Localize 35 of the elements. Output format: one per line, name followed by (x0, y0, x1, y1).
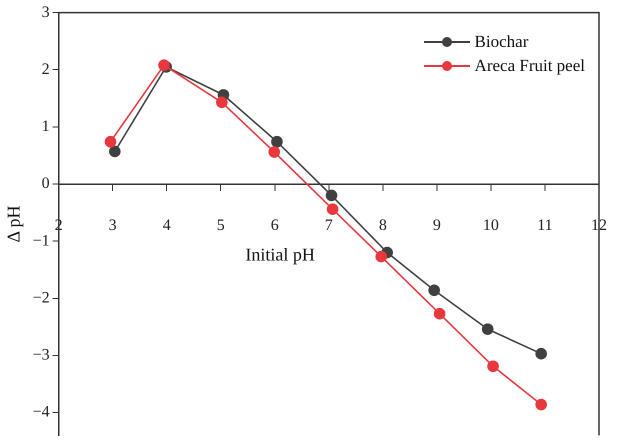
x-tick-label: 9 (432, 216, 441, 234)
x-tick-label: 5 (216, 216, 225, 234)
point (375, 250, 388, 262)
point (535, 348, 547, 360)
x-tick-label: 7 (324, 216, 333, 234)
y-tick-label: −4 (32, 404, 50, 421)
y-tick-label: 0 (42, 175, 50, 192)
point (326, 190, 338, 202)
x-tick-label: 8 (378, 216, 387, 234)
legend-label: Biochar (474, 32, 528, 52)
y-axis-title: Δ pH (4, 205, 24, 243)
point (268, 146, 280, 158)
x-tick-label: 11 (537, 216, 553, 234)
point (535, 398, 547, 410)
x-tick-label: 6 (270, 216, 279, 234)
point (434, 308, 446, 320)
x-tick-label: 4 (162, 216, 171, 234)
point (216, 96, 228, 108)
point (428, 284, 440, 296)
y-tick-label: 1 (42, 118, 50, 136)
legend-label: Areca Fruit peel (474, 56, 585, 76)
y-tick-label: −1 (32, 232, 50, 250)
point (104, 136, 116, 148)
point (482, 323, 494, 335)
y-tick-label: 2 (42, 60, 50, 78)
point (271, 136, 283, 148)
point (109, 146, 121, 158)
x-tick-label: 10 (482, 216, 499, 234)
point (326, 203, 338, 215)
y-tick-label: 3 (42, 4, 50, 21)
point (487, 360, 499, 372)
x-axis-title: Initial pH (245, 244, 315, 265)
y-tick-label: −2 (32, 289, 50, 306)
x-tick-label: 3 (108, 216, 117, 234)
y-tick-label: −3 (32, 346, 50, 364)
